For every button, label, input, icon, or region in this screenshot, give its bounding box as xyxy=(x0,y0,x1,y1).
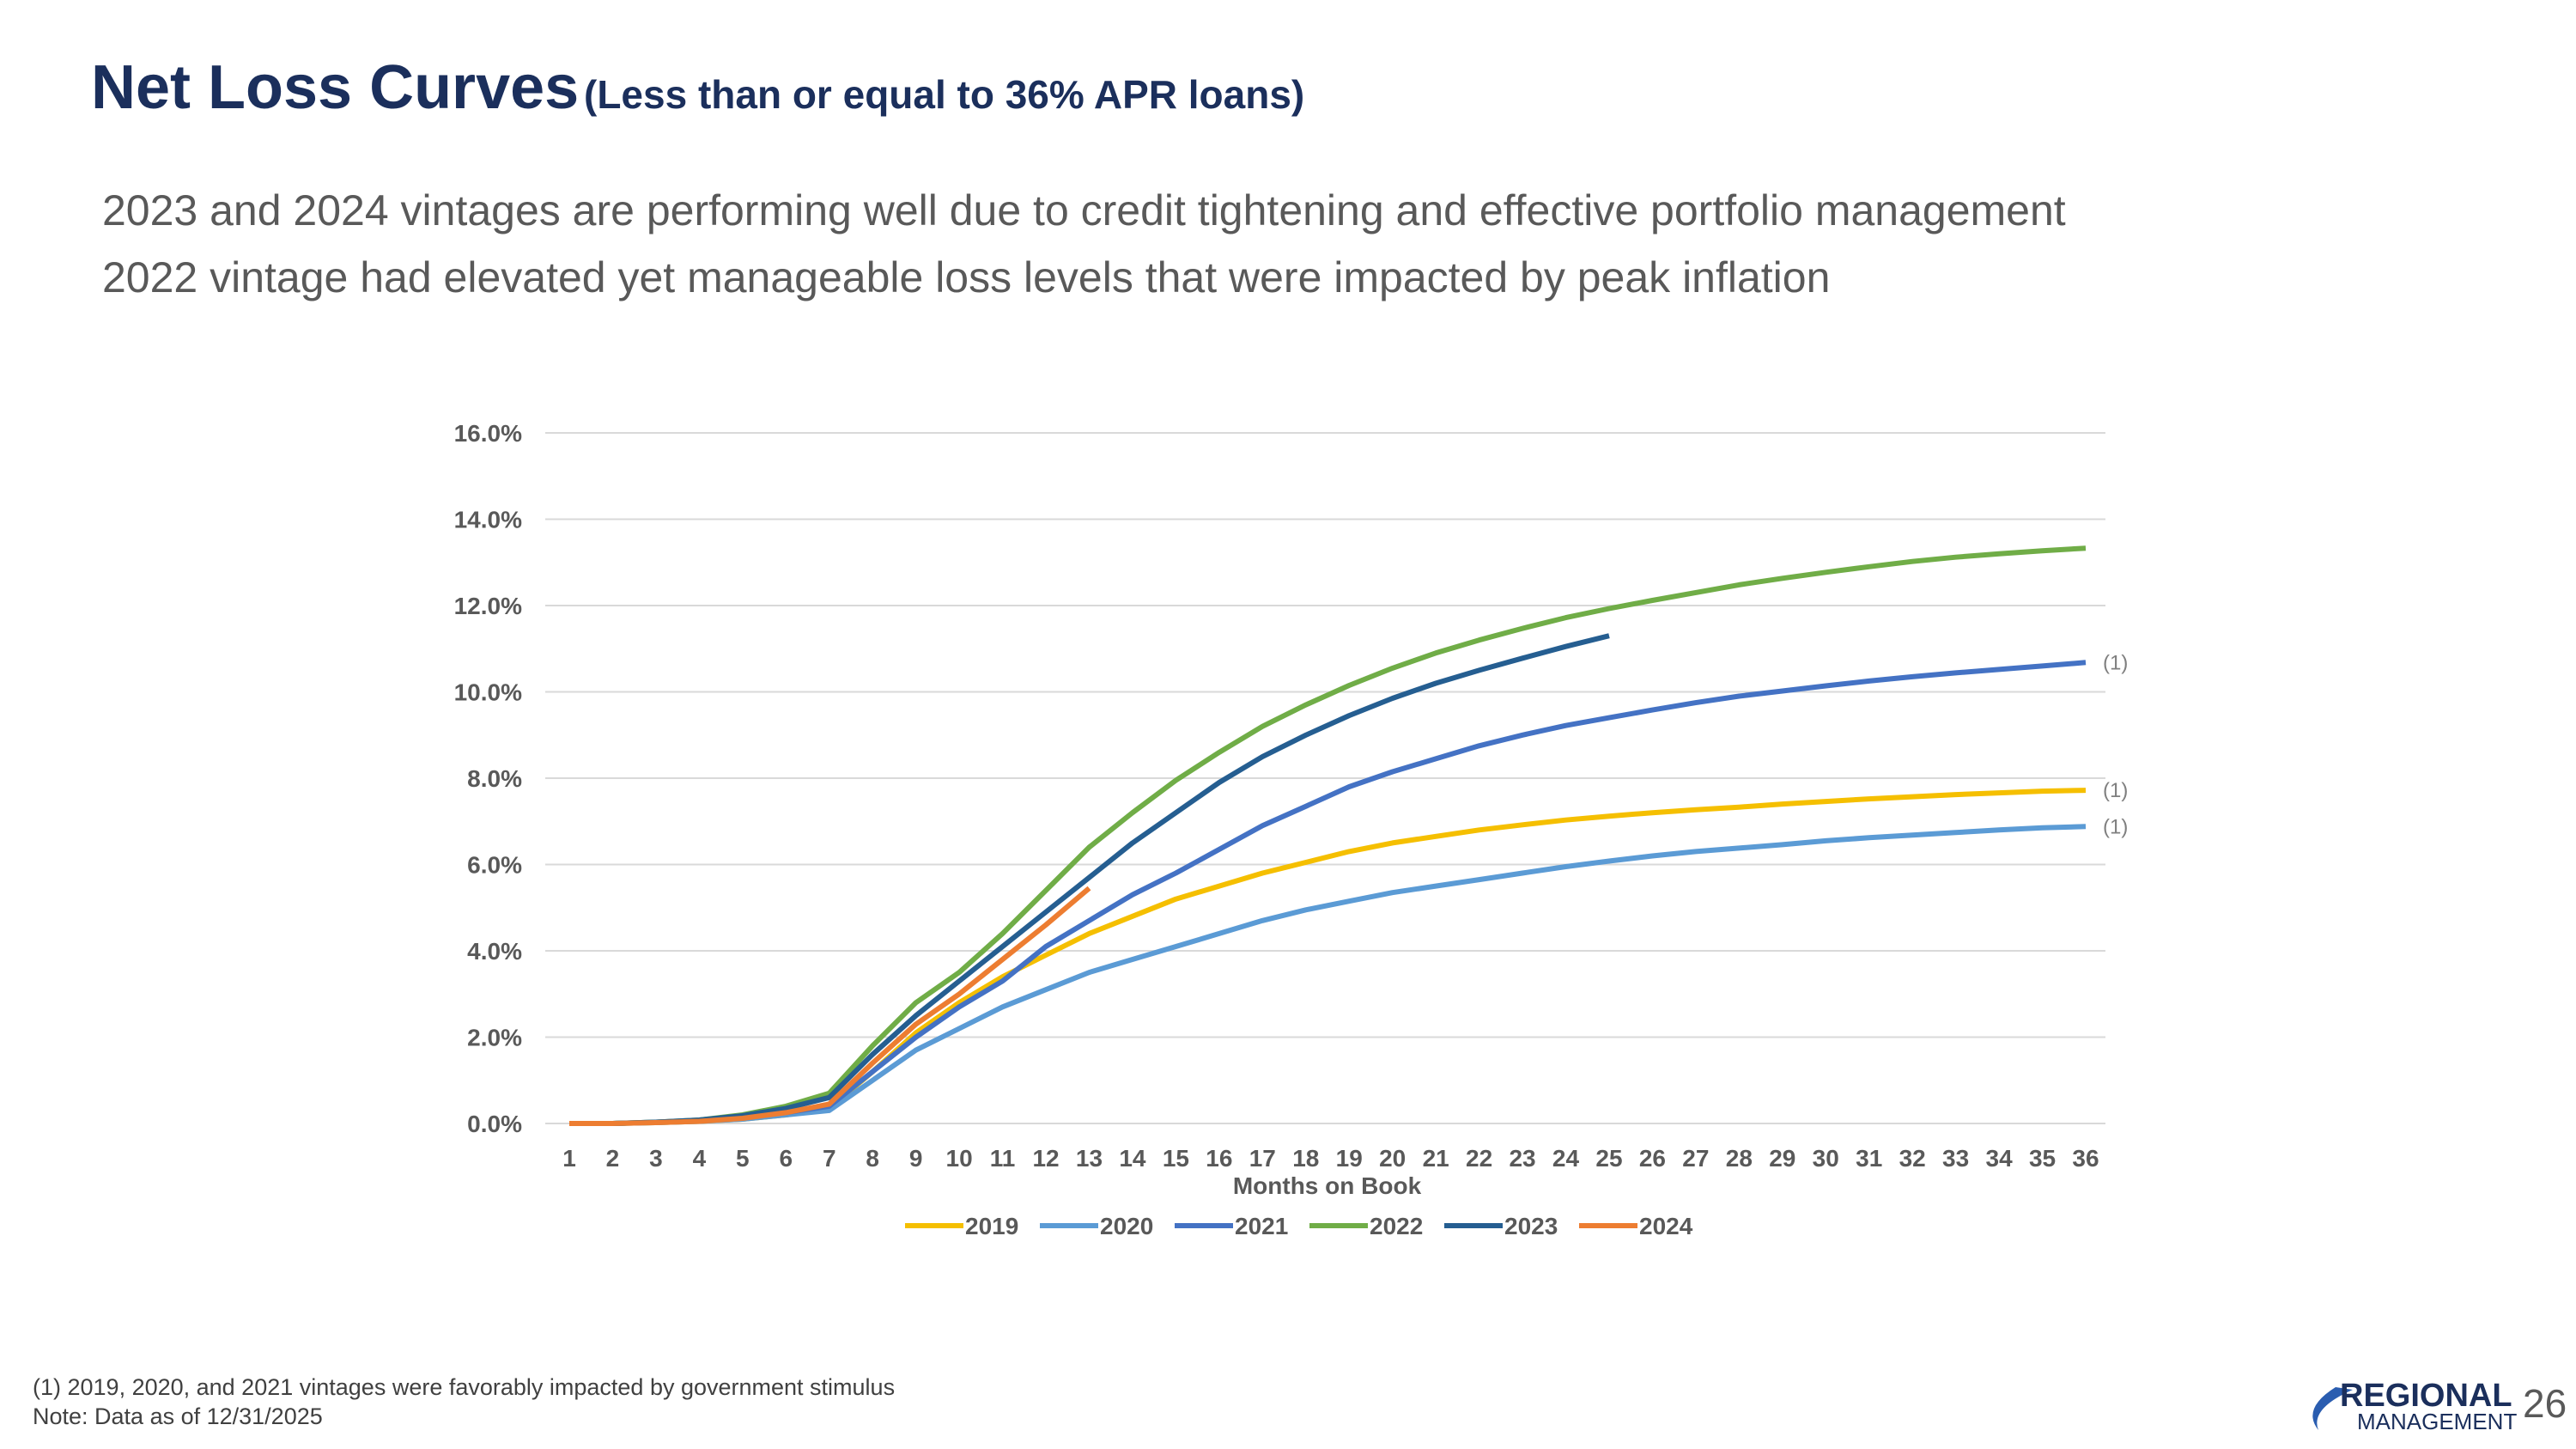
series-line xyxy=(569,633,1610,1126)
x-tick-label: 24 xyxy=(1552,1145,1580,1172)
logo-text: REGIONAL xyxy=(2340,1378,2512,1414)
x-tick-label: 29 xyxy=(1769,1145,1795,1172)
x-tick-label: 30 xyxy=(1813,1145,1839,1172)
x-tick-label: 34 xyxy=(1986,1145,2014,1172)
x-tick-label: 35 xyxy=(2029,1145,2056,1172)
x-tick-label: 7 xyxy=(823,1145,836,1172)
x-tick-label: 16 xyxy=(1206,1145,1232,1172)
x-tick-label: 22 xyxy=(1466,1145,1492,1172)
y-tick-label: 12.0% xyxy=(454,593,522,619)
x-tick-label: 36 xyxy=(2072,1145,2099,1172)
title: Net Loss Curves xyxy=(91,53,579,122)
series-line xyxy=(569,824,2087,1126)
page-number: 26 xyxy=(2523,1381,2567,1426)
x-tick-label: 32 xyxy=(1899,1145,1926,1172)
legend-label: 2019 xyxy=(965,1213,1018,1239)
x-tick-label: 27 xyxy=(1682,1145,1709,1172)
x-tick-label: 15 xyxy=(1163,1145,1189,1172)
y-tick-label: 4.0% xyxy=(467,938,522,965)
x-tick-label: 18 xyxy=(1292,1145,1319,1172)
x-tick-label: 5 xyxy=(736,1145,750,1172)
y-tick-label: 16.0% xyxy=(454,420,522,447)
x-tick-label: 14 xyxy=(1119,1145,1146,1172)
logo-swoosh xyxy=(2312,1387,2353,1430)
x-tick-label: 8 xyxy=(866,1145,879,1172)
annotation: (1) xyxy=(2103,815,2128,838)
x-tick-label: 25 xyxy=(1595,1145,1622,1172)
x-tick-label: 23 xyxy=(1509,1145,1535,1172)
logo-text: MANAGEMENT xyxy=(2357,1409,2517,1434)
series-line xyxy=(569,886,1091,1126)
annotation: (1) xyxy=(2103,779,2128,802)
subtitle: (Less than or equal to 36% APR loans) xyxy=(584,72,1304,117)
y-tick-label: 14.0% xyxy=(454,507,522,533)
bullet: 2023 and 2024 vintages are performing we… xyxy=(102,186,2066,234)
series-line xyxy=(569,545,2087,1126)
x-tick-label: 33 xyxy=(1942,1145,1969,1172)
x-tick-label: 19 xyxy=(1336,1145,1363,1172)
legend-label: 2024 xyxy=(1639,1213,1693,1239)
legend-label: 2023 xyxy=(1504,1213,1558,1239)
annotation: (1) xyxy=(2103,651,2128,674)
x-tick-label: 31 xyxy=(1856,1145,1882,1172)
x-tick-label: 9 xyxy=(909,1145,923,1172)
x-tick-label: 12 xyxy=(1032,1145,1059,1172)
legend-label: 2022 xyxy=(1370,1213,1423,1239)
y-tick-label: 0.0% xyxy=(467,1111,522,1137)
x-tick-label: 6 xyxy=(779,1145,793,1172)
x-tick-label: 21 xyxy=(1423,1145,1449,1172)
x-tick-label: 4 xyxy=(693,1145,707,1172)
x-tick-label: 13 xyxy=(1076,1145,1103,1172)
bullet: 2022 vintage had elevated yet manageable… xyxy=(102,253,1830,301)
legend-label: 2020 xyxy=(1100,1213,1153,1239)
footnote: (1) 2019, 2020, and 2021 vintages were f… xyxy=(33,1374,895,1400)
y-tick-label: 2.0% xyxy=(467,1025,522,1051)
y-tick-label: 8.0% xyxy=(467,765,522,792)
x-tick-label: 26 xyxy=(1639,1145,1666,1172)
x-tick-label: 28 xyxy=(1726,1145,1753,1172)
series-line xyxy=(569,660,2087,1126)
chart: 0.0% 2.0% 4.0% 6.0% 8.0% 10.0% 12.0% 14.0% 16.0%… xyxy=(454,420,2129,1239)
x-tick-label: 17 xyxy=(1249,1145,1276,1172)
x-tick-label: 1 xyxy=(562,1145,576,1172)
x-tick-label: 3 xyxy=(649,1145,663,1172)
y-tick-label: 6.0% xyxy=(467,852,522,879)
x-tick-label: 11 xyxy=(990,1145,1016,1172)
x-tick-label: 10 xyxy=(946,1145,973,1172)
x-tick-label: 20 xyxy=(1379,1145,1406,1172)
legend-label: 2021 xyxy=(1235,1213,1288,1239)
y-tick-label: 10.0% xyxy=(454,679,522,706)
x-axis-label: Months on Book xyxy=(1233,1172,1422,1199)
footnote: Note: Data as of 12/31/2025 xyxy=(33,1403,323,1429)
x-tick-label: 2 xyxy=(606,1145,620,1172)
